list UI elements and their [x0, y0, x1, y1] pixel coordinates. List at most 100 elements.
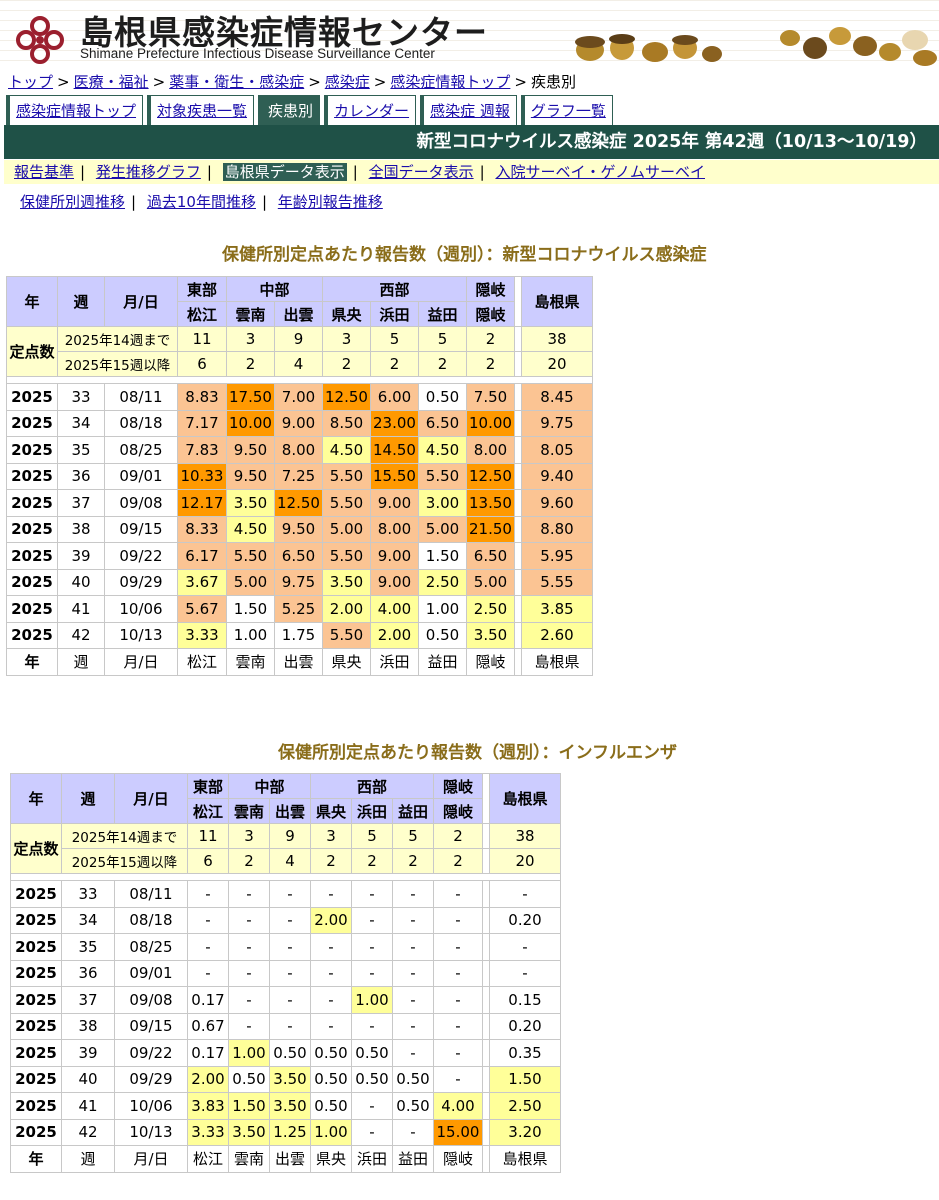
cell-rate: 0.50: [352, 1040, 392, 1066]
table-row: 2025 38 09/15 8.33 4.50 9.50 5.00 8.00 5.00 21.50…: [7, 516, 592, 542]
region-header: 東部: [178, 277, 226, 301]
cell-total: 1.50: [490, 1066, 560, 1092]
cell-rate: 12.17: [178, 490, 226, 516]
footer-total: 島根県: [522, 649, 592, 675]
cell-total: 8.80: [522, 516, 592, 542]
cell-date: 08/18: [115, 907, 187, 933]
table-spacer: [11, 874, 560, 880]
breadcrumb-sep: >: [308, 73, 321, 91]
cell-rate: -: [188, 934, 228, 960]
breadcrumb-link-medical[interactable]: 医療・福祉: [73, 73, 149, 91]
cell-year: 2025: [7, 490, 57, 516]
sentinel-count-cell: 2: [352, 849, 392, 873]
cell-rate: 3.50: [229, 1119, 269, 1145]
footer-center: 県央: [323, 649, 370, 675]
cell-total: 9.75: [522, 410, 592, 436]
subnav-trend-graph[interactable]: 発生推移グラフ: [95, 163, 201, 181]
cell-date: 09/29: [115, 1066, 187, 1092]
cell-week: 42: [62, 1119, 114, 1145]
cell-rate: 6.17: [178, 543, 226, 569]
center-header: 益田: [419, 302, 466, 326]
cell-rate: 9.75: [275, 569, 322, 595]
cell-year: 2025: [7, 543, 57, 569]
cell-rate: 0.50: [311, 1066, 351, 1092]
footer-week: 週: [62, 1146, 114, 1172]
tab-graph-list[interactable]: グラフ一覧: [520, 95, 613, 125]
sentinel-count-cell: 2: [393, 849, 433, 873]
cell-rate: -: [270, 1013, 310, 1039]
cell-rate: 2.00: [311, 907, 351, 933]
column-gap: [515, 543, 521, 569]
cell-date: 09/22: [105, 543, 177, 569]
tab-calendar[interactable]: カレンダー: [324, 95, 417, 125]
sentinel-count-cell: 2: [229, 849, 269, 873]
table-row: 2025 33 08/11- - - - - - - -: [11, 881, 560, 907]
cell-rate: 0.17: [188, 1040, 228, 1066]
breadcrumb-link-top[interactable]: トップ: [8, 73, 54, 91]
cell-week: 40: [62, 1066, 114, 1092]
sentinel-count-cell: 2: [467, 327, 514, 351]
breadcrumb-link-hygiene[interactable]: 薬事・衛生・感染症: [169, 73, 305, 91]
cell-rate: 0.50: [393, 1066, 433, 1092]
section-title-influenza: 保健所別定点あたり報告数（週別）：インフルエンザ: [278, 743, 677, 763]
subnav-shimane-data[interactable]: 島根県データ表示: [222, 163, 347, 181]
cell-rate: -: [393, 934, 433, 960]
subnav-hospital-survey[interactable]: 入院サーベイ・ゲノムサーベイ: [495, 163, 705, 181]
cell-rate: 6.50: [419, 410, 466, 436]
sentinel-count-cell: 2: [371, 352, 418, 376]
cell-rate: 2.50: [467, 596, 514, 622]
column-gap: [483, 1066, 489, 1092]
subnav-weekly-by-center[interactable]: 保健所別週推移: [20, 193, 126, 211]
cell-rate: -: [188, 907, 228, 933]
cell-rate: -: [270, 987, 310, 1013]
tab-info-top[interactable]: 感染症情報トップ: [6, 95, 144, 125]
breadcrumb-sep: >: [152, 73, 166, 91]
cell-date: 09/15: [115, 1013, 187, 1039]
footer-center: 益田: [393, 1146, 433, 1172]
footer-center: 雲南: [229, 1146, 269, 1172]
sentinel-count-cell: 5: [352, 824, 392, 848]
subnav-national-data[interactable]: 全国データ表示: [368, 163, 474, 181]
subnav-report-criteria[interactable]: 報告基準: [14, 163, 75, 181]
column-gap: [483, 1146, 489, 1172]
tab-by-disease[interactable]: 疾患別: [258, 95, 321, 125]
cell-rate: 1.50: [229, 1093, 269, 1119]
breadcrumb-current: 疾患別: [530, 73, 576, 91]
footer-year: 年: [7, 649, 57, 675]
sentinel-count-cell: 2: [323, 352, 370, 376]
cell-year: 2025: [11, 1013, 61, 1039]
subnav-age-trend[interactable]: 年齢別報告推移: [277, 193, 383, 211]
breadcrumb-link-infection[interactable]: 感染症: [324, 73, 370, 91]
cell-rate: 8.83: [178, 384, 226, 410]
tab-disease-list[interactable]: 対象疾患一覧: [147, 95, 255, 125]
cell-date: 10/13: [115, 1119, 187, 1145]
table-row: 2025 39 09/22 6.17 5.50 6.50 5.50 9.00 1.50 6.50 5…: [7, 543, 592, 569]
cell-rate: 3.50: [270, 1093, 310, 1119]
subnav-10-year-trend[interactable]: 過去10年間推移: [146, 193, 256, 211]
cell-rate: 0.50: [352, 1066, 392, 1092]
sentinel-count-cell: 6: [188, 849, 228, 873]
sentinel-count-cell: 6: [178, 352, 226, 376]
column-gap: [515, 384, 521, 410]
sentinel-count-cell: 2: [434, 849, 482, 873]
cell-rate: 9.00: [371, 543, 418, 569]
cell-date: 10/06: [105, 596, 177, 622]
cell-rate: 8.00: [275, 437, 322, 463]
cell-rate: -: [229, 881, 269, 907]
cell-rate: -: [393, 1119, 433, 1145]
cell-rate: -: [188, 881, 228, 907]
cell-rate: 1.00: [311, 1119, 351, 1145]
cell-rate: 8.00: [371, 516, 418, 542]
column-gap: [483, 849, 489, 873]
footer-center: 県央: [311, 1146, 351, 1172]
cell-date: 08/18: [105, 410, 177, 436]
table-row: 2025 35 08/25 7.83 9.50 8.00 4.50 14.50 4.50 8.00…: [7, 437, 592, 463]
cell-rate: 9.50: [227, 437, 274, 463]
cell-total: 9.40: [522, 463, 592, 489]
cell-total: 5.55: [522, 569, 592, 595]
cell-week: 37: [58, 490, 104, 516]
breadcrumb-link-info-top[interactable]: 感染症情報トップ: [390, 73, 511, 91]
cell-rate: 4.50: [227, 516, 274, 542]
cell-week: 42: [58, 622, 104, 648]
tab-weekly-report[interactable]: 感染症 週報: [420, 95, 517, 125]
